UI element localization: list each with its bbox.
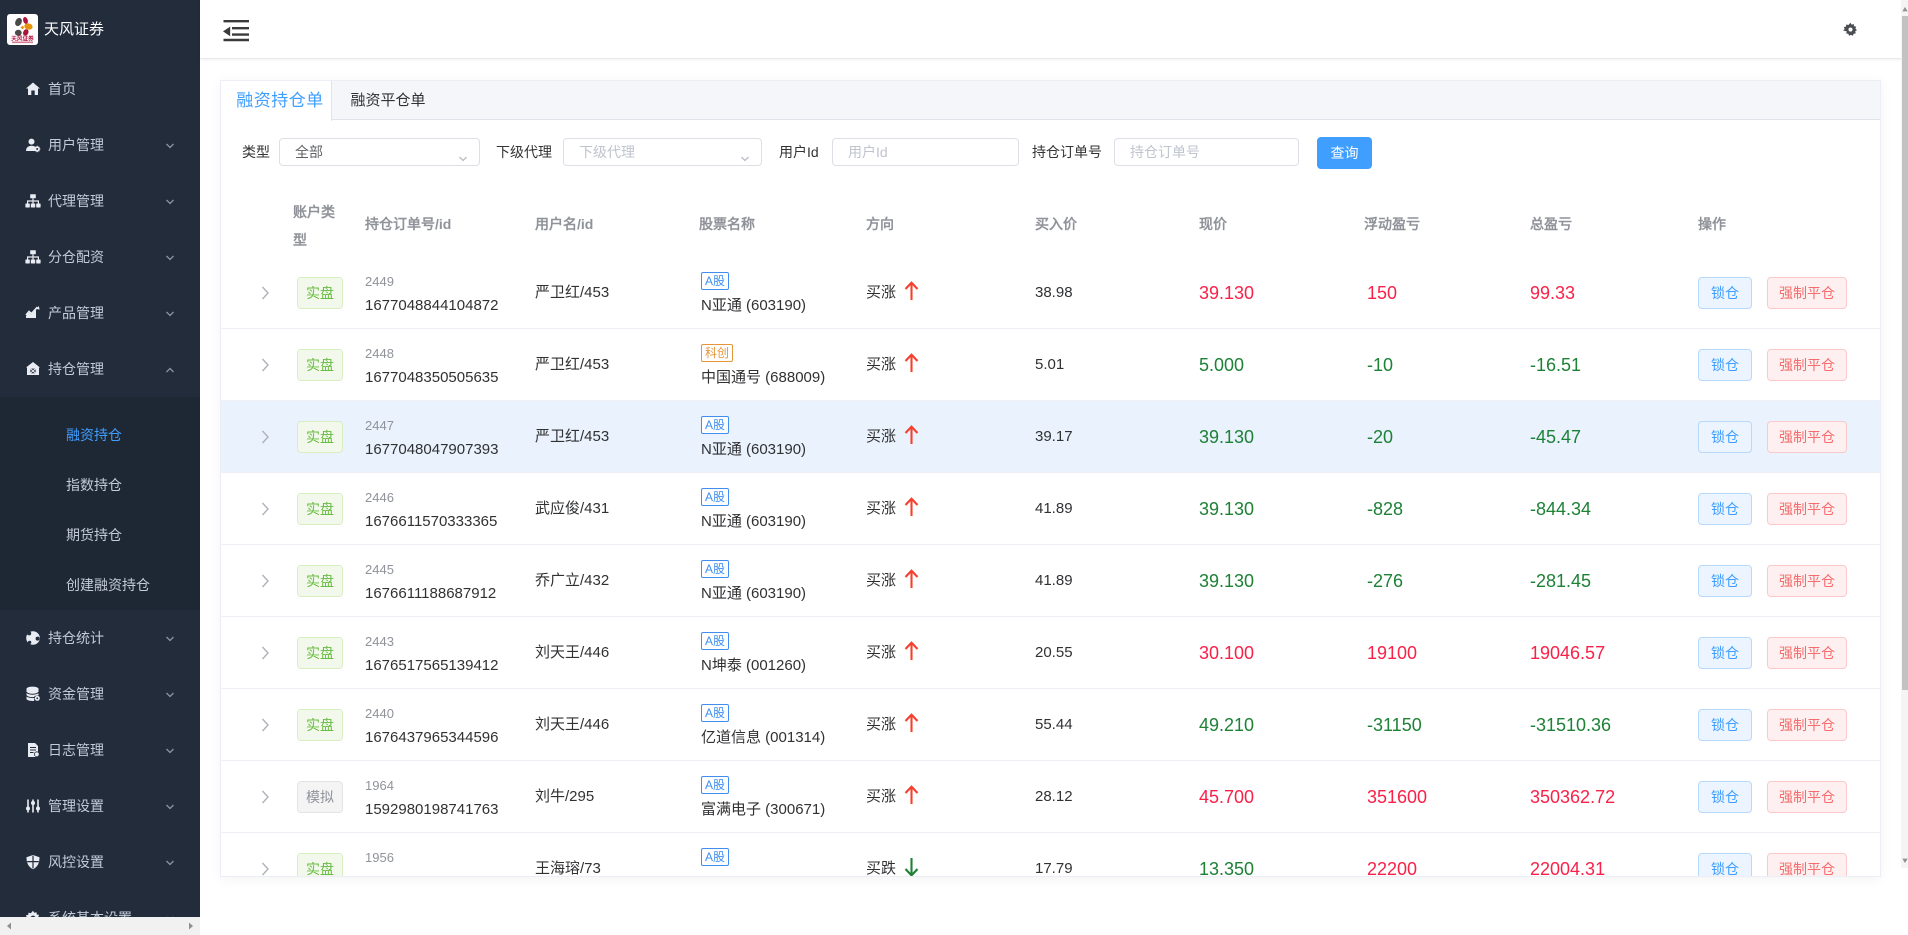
- svg-text:天风证券: 天风证券: [11, 34, 34, 42]
